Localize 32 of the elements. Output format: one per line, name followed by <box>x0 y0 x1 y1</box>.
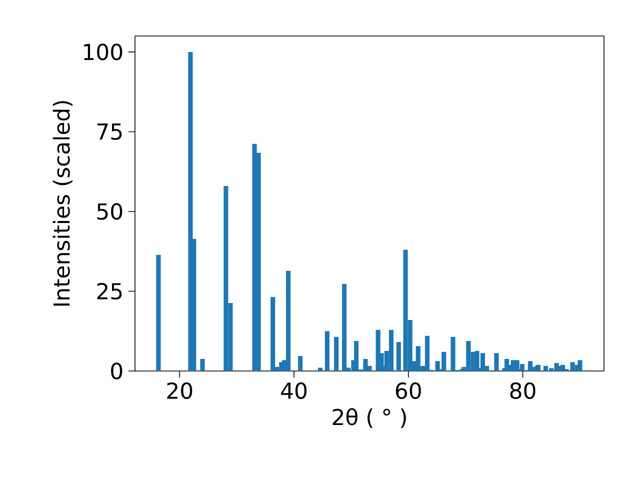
x-tick-label: 60 <box>396 382 421 400</box>
bar <box>494 353 499 371</box>
bar <box>354 341 359 371</box>
bar <box>570 362 575 371</box>
y-tick-label: 25 <box>97 282 122 300</box>
bar <box>528 361 532 371</box>
bar <box>334 336 339 371</box>
bar <box>286 270 291 371</box>
x-tick-label: 80 <box>510 382 536 400</box>
bar <box>504 358 510 371</box>
bar <box>450 336 456 371</box>
bar <box>396 342 401 371</box>
y-tick-label: 0 <box>111 362 122 380</box>
x-tick-label: 20 <box>167 382 192 400</box>
x-tick-label: 40 <box>281 382 307 400</box>
bar <box>324 331 330 371</box>
bar <box>200 358 205 371</box>
y-tick-label: 50 <box>97 203 122 220</box>
y-tick-label: 75 <box>97 124 122 140</box>
bar <box>342 284 347 371</box>
x-axis-title: 2θ ( ° ) <box>332 408 406 428</box>
y-axis-title: Intensities (scaled) <box>52 101 72 306</box>
bar <box>270 296 276 371</box>
bar <box>578 360 582 371</box>
bar <box>224 186 228 371</box>
bar <box>252 144 257 371</box>
bar <box>424 336 430 371</box>
bar <box>388 330 394 371</box>
bar <box>156 254 161 371</box>
y-tick-label: 100 <box>84 44 122 60</box>
bar <box>298 356 303 371</box>
bar <box>318 368 323 371</box>
